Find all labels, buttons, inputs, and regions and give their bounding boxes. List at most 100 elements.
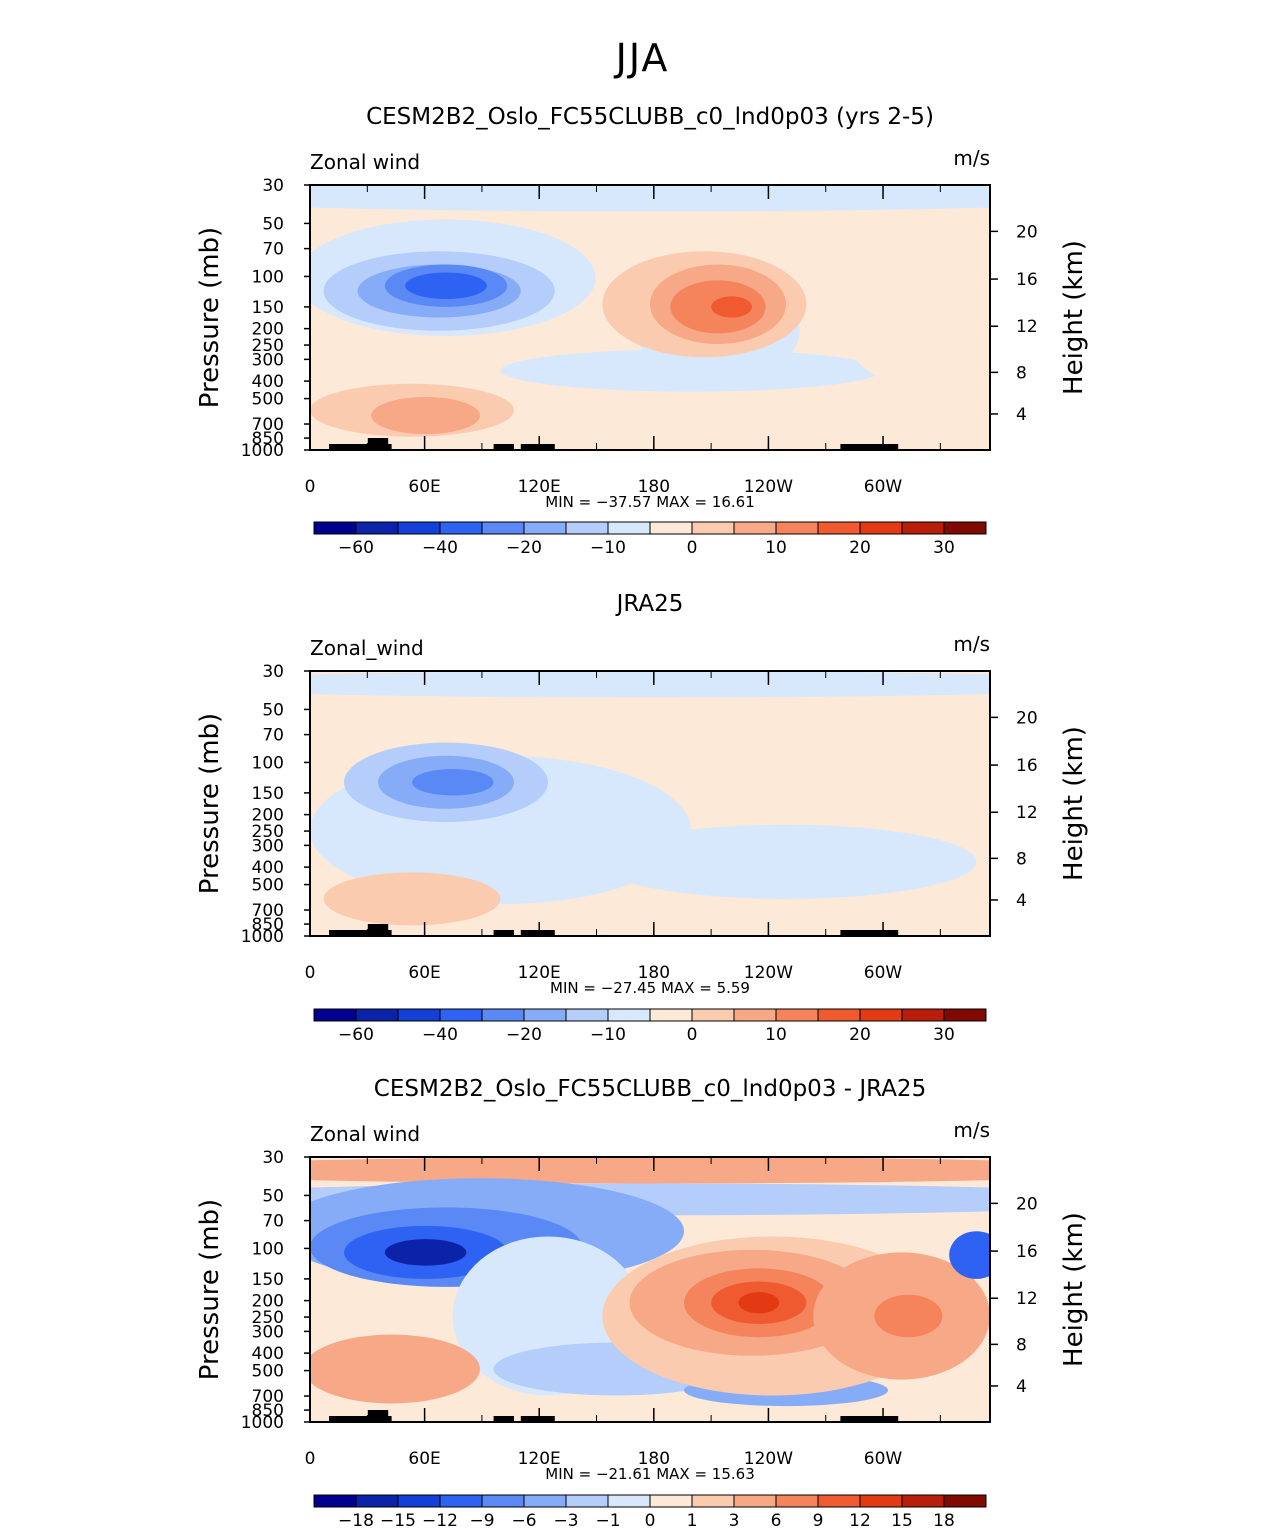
- colorbar-label: −15: [380, 1511, 416, 1531]
- colorbar-label: −60: [338, 1025, 374, 1045]
- min-max-stats: MIN = −21.61 MAX = 15.63: [545, 1465, 755, 1483]
- y-right-tick-label: 4: [1016, 1377, 1027, 1397]
- contour-region: [310, 1334, 480, 1404]
- colorbar-swatch: [649, 1494, 693, 1508]
- y-tick-label: 500: [252, 390, 284, 410]
- y-tick-label: 50: [262, 700, 284, 720]
- units-label: m/s: [953, 632, 990, 656]
- colorbar-swatch: [943, 1494, 987, 1508]
- contour-region: [595, 824, 977, 899]
- colorbar-label: −9: [469, 1511, 494, 1531]
- topography-block: [520, 930, 555, 936]
- x-tick-label: 120W: [744, 1449, 793, 1469]
- contour-fills: [310, 1157, 990, 1422]
- y-tick-label: 50: [262, 1186, 284, 1206]
- min-max-stats: MIN = −27.45 MAX = 5.59: [550, 979, 750, 997]
- contour-region: [310, 1157, 990, 1184]
- units-label: m/s: [953, 146, 990, 170]
- colorbar-label: 9: [813, 1511, 824, 1531]
- colorbar-swatch: [523, 1494, 567, 1508]
- colorbar-label: 0: [645, 1511, 656, 1531]
- y-tick-label: 250: [252, 822, 284, 842]
- y-tick-label: 100: [252, 1239, 284, 1259]
- colorbar-label: −40: [422, 538, 458, 558]
- colorbar-swatch: [775, 1494, 819, 1508]
- colorbar-swatch: [859, 521, 903, 535]
- y-right-axis-label: Height (km): [1059, 726, 1089, 881]
- y-tick-label: 150: [252, 784, 284, 804]
- y-tick-label: 100: [252, 753, 284, 773]
- topography-block: [840, 930, 899, 936]
- colorbar-label: −60: [338, 538, 374, 558]
- y-tick-label: 250: [252, 1308, 284, 1328]
- variable-label: Zonal wind: [310, 1122, 420, 1146]
- x-tick-label: 120E: [518, 1449, 561, 1469]
- colorbar-label: 30: [933, 1025, 955, 1045]
- y-tick-label: 30: [262, 1148, 284, 1168]
- colorbar-label: 6: [771, 1511, 782, 1531]
- colorbar-swatch: [355, 1008, 399, 1022]
- y-tick-label: 70: [262, 240, 284, 260]
- y-right-tick-label: 12: [1016, 1289, 1038, 1309]
- colorbar-swatch: [649, 521, 693, 535]
- colorbar-swatch: [481, 1494, 525, 1508]
- colorbar-swatch: [859, 1008, 903, 1022]
- colorbar-label: −20: [506, 538, 542, 558]
- y-tick-label: 30: [262, 662, 284, 682]
- colorbar-label: −6: [511, 1511, 536, 1531]
- min-max-stats: MIN = −37.57 MAX = 16.61: [545, 493, 755, 511]
- colorbar-label: −40: [422, 1025, 458, 1045]
- contour-fills: [310, 671, 990, 936]
- colorbar-swatch: [607, 521, 651, 535]
- topography-block: [367, 438, 389, 450]
- y-tick-label: 250: [252, 336, 284, 356]
- colorbar-swatch: [775, 521, 819, 535]
- colorbar-label: −1: [595, 1511, 620, 1531]
- y-tick-label: 850: [252, 429, 284, 449]
- x-tick-label: 180: [638, 1449, 670, 1469]
- topography-block: [329, 444, 392, 450]
- colorbar-label: 30: [933, 538, 955, 558]
- panel-title: CESM2B2_Oslo_FC55CLUBB_c0_lnd0p03 (yrs 2…: [366, 104, 934, 130]
- colorbar-swatch: [691, 1008, 735, 1022]
- contour-region: [384, 1239, 467, 1266]
- page-title: JJA: [615, 36, 670, 80]
- y-tick-label: 1000: [241, 927, 284, 947]
- y-right-axis-label: Height (km): [1059, 240, 1089, 395]
- x-tick-label: 0: [305, 1449, 316, 1469]
- y-right-axis-label: Height (km): [1059, 1212, 1089, 1367]
- colorbar-swatch: [691, 1494, 735, 1508]
- y-tick-label: 300: [252, 836, 284, 856]
- x-tick-label: 60W: [864, 1449, 903, 1469]
- panel-title: CESM2B2_Oslo_FC55CLUBB_c0_lnd0p03 - JRA2…: [374, 1076, 926, 1102]
- colorbar-swatch: [355, 521, 399, 535]
- colorbar-label: 0: [687, 538, 698, 558]
- colorbar-label: 15: [891, 1511, 913, 1531]
- contour-fills: [310, 185, 990, 450]
- x-tick-label: 120W: [744, 477, 793, 497]
- colorbar-swatch: [817, 1494, 861, 1508]
- y-tick-label: 300: [252, 1322, 284, 1342]
- y-right-tick-label: 4: [1016, 891, 1027, 911]
- topography-block: [840, 1416, 899, 1422]
- colorbar-swatch: [691, 521, 735, 535]
- colorbar-swatch: [565, 1008, 609, 1022]
- colorbar-swatch: [901, 521, 945, 535]
- y-right-tick-label: 16: [1016, 756, 1038, 776]
- plot-frame: [309, 184, 991, 451]
- colorbar-label: 18: [933, 1511, 955, 1531]
- y-tick-label: 500: [252, 876, 284, 896]
- colorbar-label: 0: [687, 1025, 698, 1045]
- colorbar-label: −10: [590, 538, 626, 558]
- colorbar-swatch: [481, 521, 525, 535]
- y-tick-label: 150: [252, 1270, 284, 1290]
- topography-block: [520, 444, 555, 450]
- panel-3: CESM2B2_Oslo_FC55CLUBB_c0_lnd0p03 - JRA2…: [195, 1076, 1089, 1531]
- y-right-tick-label: 8: [1016, 1335, 1027, 1355]
- colorbar-swatch: [355, 1494, 399, 1508]
- variable-label: Zonal wind: [310, 150, 420, 174]
- colorbar-swatch: [397, 1494, 441, 1508]
- colorbar-swatch: [859, 1494, 903, 1508]
- colorbar-swatch: [397, 1008, 441, 1022]
